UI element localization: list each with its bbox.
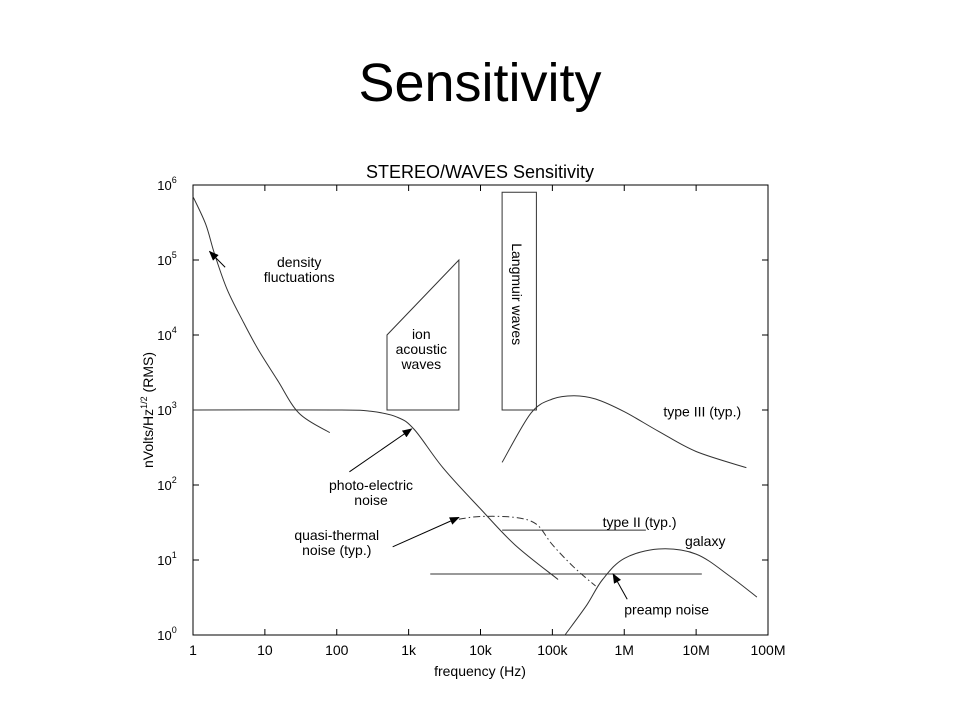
region-langmuir — [501, 191, 537, 411]
slide-title: Sensitivity — [358, 53, 602, 113]
x-axis-label: frequency (Hz) — [434, 663, 526, 679]
label-density: density fluctuations — [264, 254, 335, 285]
series-type3 — [501, 395, 747, 469]
series-galaxy — [564, 548, 758, 636]
annotations: density fluctuations photo-electric noise qu… — [208, 243, 741, 617]
label-preamp: preamp noise — [624, 601, 709, 617]
label-photo: photo-electric noise — [329, 477, 413, 508]
label-type2: type II (typ.) — [603, 514, 677, 530]
region-ion — [386, 258, 460, 411]
x-tick-label: 1 — [189, 642, 197, 658]
x-tick-label: 100M — [750, 642, 785, 658]
x-tick-label: 100 — [325, 642, 349, 658]
y-tick-label: 106 — [157, 175, 176, 193]
label-type3: type III (typ.) — [663, 404, 741, 420]
x-tick-label: 10 — [257, 642, 273, 658]
label-langmuir: Langmuir waves — [509, 243, 525, 345]
y-tick-label: 103 — [157, 400, 176, 418]
series-density — [192, 196, 331, 434]
series — [192, 196, 758, 636]
y-tick-label: 100 — [157, 625, 176, 643]
arrow-density — [208, 250, 226, 268]
regions — [386, 191, 537, 411]
y-tick-label: 105 — [157, 250, 176, 268]
series-photo — [192, 409, 559, 580]
y-tick-label: 104 — [157, 325, 176, 343]
x-tick-label: 10M — [683, 642, 710, 658]
y-axis-label: nVolts/Hz1/2 (RMS) — [139, 352, 156, 468]
x-tick-label: 1k — [401, 642, 417, 658]
arrow-quasi — [392, 516, 460, 548]
x-tick-label: 1M — [615, 642, 634, 658]
chart-title: STEREO/WAVES Sensitivity — [366, 162, 594, 182]
y-tick-label: 101 — [157, 550, 176, 568]
arrow-preamp — [612, 573, 628, 600]
label-quasi: quasi-thermal noise (typ.) — [294, 527, 379, 558]
y-tick-label: 102 — [157, 475, 176, 493]
label-galaxy: galaxy — [685, 533, 725, 549]
x-tick-label: 100k — [537, 642, 568, 658]
y-axis: 100 101 102 103 104 105 106 — [157, 175, 768, 643]
arrow-photo — [349, 428, 413, 473]
series-quasi — [458, 515, 596, 587]
x-axis: 1 10 100 1k 10k 100k 1M 10M 100M — [189, 185, 786, 658]
x-tick-label: 10k — [469, 642, 493, 658]
label-ion: ion acoustic waves — [396, 326, 447, 372]
